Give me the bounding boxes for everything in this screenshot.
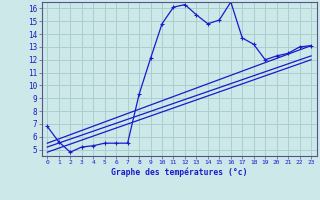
X-axis label: Graphe des températures (°c): Graphe des températures (°c) [111, 168, 247, 177]
